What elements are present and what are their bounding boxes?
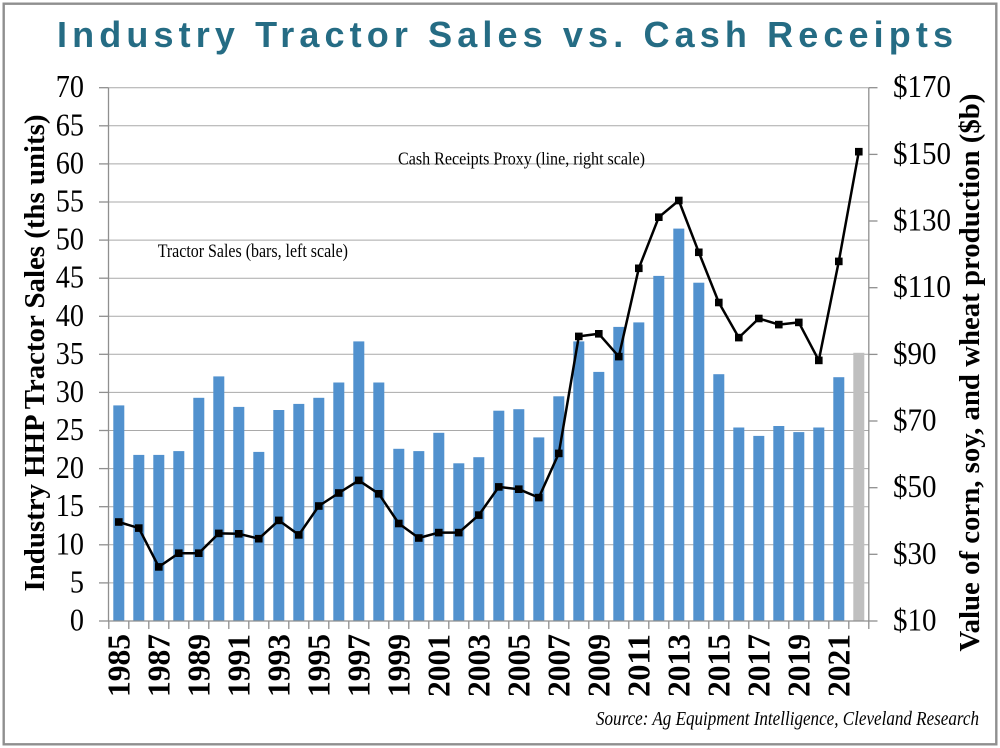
svg-text:25: 25 xyxy=(56,411,84,447)
svg-text:55: 55 xyxy=(56,183,84,219)
svg-text:15: 15 xyxy=(56,487,84,523)
svg-text:$50: $50 xyxy=(893,468,937,504)
svg-text:10: 10 xyxy=(56,525,84,561)
svg-text:$170: $170 xyxy=(893,68,951,104)
svg-text:50: 50 xyxy=(56,221,84,257)
svg-text:2011: 2011 xyxy=(621,634,656,697)
svg-text:1999: 1999 xyxy=(381,634,416,697)
svg-text:$30: $30 xyxy=(893,535,937,571)
svg-text:2021: 2021 xyxy=(821,634,856,697)
svg-text:2017: 2017 xyxy=(741,634,776,697)
svg-text:Value of corn, soy, and wheat: Value of corn, soy, and wheat production… xyxy=(955,94,986,652)
svg-text:Source: Ag Equipment Intellige: Source: Ag Equipment Intelligence, Cleve… xyxy=(596,708,979,730)
svg-text:1995: 1995 xyxy=(301,634,336,697)
svg-text:2015: 2015 xyxy=(701,634,736,697)
svg-text:60: 60 xyxy=(56,144,84,180)
svg-text:1993: 1993 xyxy=(261,634,296,697)
svg-text:30: 30 xyxy=(56,373,84,409)
svg-text:20: 20 xyxy=(56,449,84,485)
svg-text:$90: $90 xyxy=(893,335,937,371)
svg-text:70: 70 xyxy=(56,68,84,104)
svg-text:$130: $130 xyxy=(893,202,951,238)
svg-text:2005: 2005 xyxy=(501,634,536,697)
svg-text:2003: 2003 xyxy=(461,634,496,697)
svg-text:2013: 2013 xyxy=(661,634,696,697)
svg-text:35: 35 xyxy=(56,335,84,371)
svg-text:2007: 2007 xyxy=(541,634,576,697)
svg-text:65: 65 xyxy=(56,106,84,142)
svg-text:2001: 2001 xyxy=(421,634,456,697)
svg-text:5: 5 xyxy=(70,563,84,599)
svg-text:1989: 1989 xyxy=(181,634,216,697)
svg-text:$10: $10 xyxy=(893,602,937,638)
svg-text:$150: $150 xyxy=(893,135,951,171)
svg-text:Tractor Sales (bars, left scal: Tractor Sales (bars, left scale) xyxy=(158,241,348,262)
svg-text:1985: 1985 xyxy=(101,634,136,697)
svg-text:40: 40 xyxy=(56,297,84,333)
svg-text:2019: 2019 xyxy=(781,634,816,697)
svg-text:1991: 1991 xyxy=(221,634,256,697)
svg-text:$110: $110 xyxy=(893,268,951,304)
svg-text:Cash Receipts Proxy (line, rig: Cash Receipts Proxy (line, right scale) xyxy=(398,148,645,169)
svg-text:2009: 2009 xyxy=(581,634,616,697)
svg-text:0: 0 xyxy=(70,602,84,638)
svg-text:1987: 1987 xyxy=(141,634,176,697)
svg-text:Industry HHP Tractor Sales (th: Industry HHP Tractor Sales (ths units) xyxy=(19,115,51,592)
svg-text:$70: $70 xyxy=(893,402,937,438)
svg-text:45: 45 xyxy=(56,259,84,295)
svg-text:Industry Tractor Sales vs. Cas: Industry Tractor Sales vs. Cash Receipts xyxy=(57,14,953,55)
svg-text:1997: 1997 xyxy=(341,634,376,697)
